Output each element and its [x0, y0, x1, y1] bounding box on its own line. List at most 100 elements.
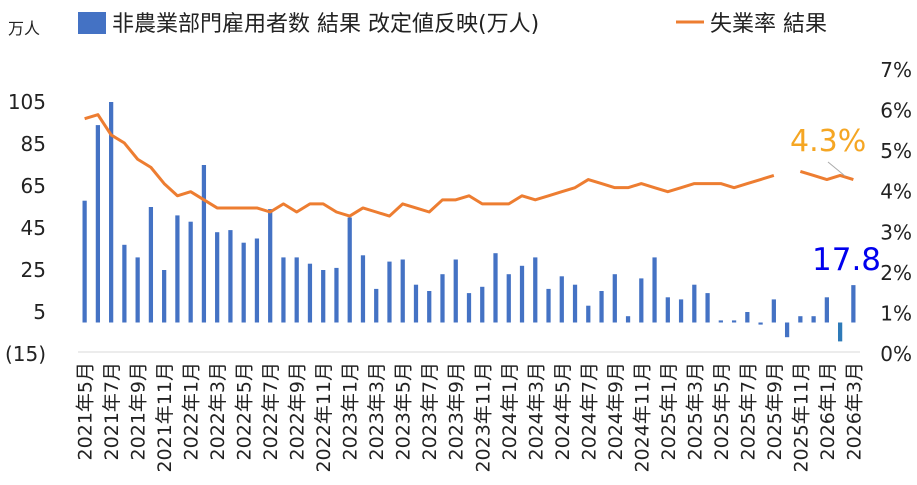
y-right-tick-label: 2%	[880, 261, 912, 285]
x-tick-label: 2023年5月	[393, 362, 415, 460]
bar	[811, 316, 816, 323]
x-tick-label: 2023年3月	[366, 362, 388, 460]
x-tick-label: 2021年9月	[128, 362, 150, 460]
y-left-tick-label: 85	[21, 132, 46, 156]
y-left-tick-label: 65	[21, 174, 46, 198]
bar	[215, 232, 220, 323]
bar	[837, 322, 843, 342]
bars	[82, 102, 856, 342]
x-tick-label: 2024年5月	[552, 362, 574, 460]
bar	[678, 299, 684, 323]
legend-bar-label: 非農業部門雇用者数 結果 改定値反映(万人)	[112, 12, 539, 37]
bar	[413, 284, 419, 323]
bar	[718, 320, 723, 323]
bar	[771, 299, 776, 323]
bar	[506, 274, 511, 323]
y-left-tick-label: 45	[21, 216, 46, 240]
bar	[241, 242, 246, 323]
bar	[334, 267, 339, 323]
x-tick-label: 2023年11月	[472, 362, 494, 473]
bar	[758, 322, 763, 325]
bar	[427, 291, 432, 323]
x-tick-labels: 2021年5月 2021年7月 2021年9月 2021年11月 2022年1月 2022…	[75, 362, 866, 473]
bar	[162, 270, 167, 323]
bar	[572, 284, 578, 323]
bar	[82, 200, 87, 323]
bar	[533, 257, 538, 323]
bar	[824, 297, 829, 323]
bar	[745, 312, 750, 323]
bar	[254, 238, 260, 323]
y-left-ticks: 105 85 65 45 25 5 (15)	[5, 90, 46, 366]
y-right-ticks: 7% 6% 5% 4% 3% 2% 1% 0%	[880, 58, 912, 366]
x-tick-label: 2025年7月	[737, 362, 759, 460]
bar	[201, 165, 207, 323]
bar	[307, 263, 313, 323]
y-left-unit-label: 万人	[8, 19, 40, 38]
bar	[440, 274, 445, 323]
bar	[95, 125, 101, 323]
x-tick-label: 2024年1月	[499, 362, 521, 460]
bar	[705, 293, 710, 323]
x-tick-label: 2021年7月	[101, 362, 123, 460]
bar	[798, 316, 803, 323]
x-tick-label: 2024年11月	[631, 362, 653, 473]
bar	[480, 286, 485, 323]
bar	[851, 285, 856, 323]
bar	[493, 253, 498, 323]
y-right-tick-label: 1%	[880, 301, 912, 325]
x-tick-label: 2023年7月	[419, 362, 441, 460]
bar	[586, 305, 591, 323]
bar	[294, 257, 299, 323]
legend-bar-swatch	[78, 12, 106, 34]
bar	[188, 221, 193, 323]
bar	[453, 259, 458, 323]
bar	[347, 217, 352, 323]
x-tick-label: 2026年3月	[843, 362, 865, 460]
x-tick-label: 2023年9月	[446, 362, 468, 460]
x-tick-label: 2026年1月	[817, 362, 839, 460]
x-tick-label: 2023年1月	[340, 362, 362, 460]
x-tick-label: 2025年3月	[684, 362, 706, 460]
annotation-leader-line	[827, 161, 846, 177]
y-left-tick-label: (15)	[5, 342, 46, 366]
bar	[652, 257, 657, 323]
bar	[639, 278, 644, 323]
bar	[400, 259, 405, 323]
y-right-tick-label: 6%	[880, 99, 912, 123]
bar	[148, 207, 154, 323]
x-tick-label: 2025年11月	[790, 362, 812, 473]
bar	[175, 215, 180, 323]
y-right-tick-label: 4%	[880, 180, 912, 204]
bar	[135, 257, 140, 323]
x-tick-label: 2022年1月	[181, 362, 203, 460]
unemployment-line-segment	[799, 169, 854, 182]
annotation-last-bar-value: 17.8	[812, 242, 881, 278]
y-left-tick-label: 5	[33, 300, 46, 324]
bar	[281, 257, 286, 323]
x-tick-label: 2022年7月	[260, 362, 282, 460]
bar	[228, 230, 233, 323]
bar	[559, 276, 564, 323]
bar	[599, 291, 604, 323]
x-tick-label: 2022年9月	[287, 362, 309, 460]
bar	[665, 297, 670, 323]
unemployment-line	[84, 113, 854, 218]
y-left-tick-label: 25	[21, 258, 46, 282]
y-right-tick-label: 7%	[880, 58, 912, 82]
x-tick-label: 2021年11月	[154, 362, 176, 473]
bar	[360, 255, 366, 323]
x-tick-label: 2021年5月	[75, 362, 97, 460]
unemployment-line-segment	[84, 113, 775, 218]
bar	[321, 270, 326, 323]
bar	[546, 288, 551, 323]
x-tick-label: 2022年11月	[313, 362, 335, 473]
bar	[731, 320, 737, 323]
y-right-tick-label: 3%	[880, 220, 912, 244]
x-tick-label: 2024年3月	[525, 362, 547, 460]
bar	[784, 322, 790, 338]
bar	[625, 316, 631, 323]
x-tick-label: 2025年1月	[658, 362, 680, 460]
legend: 非農業部門雇用者数 結果 改定値反映(万人) 失業率 結果	[78, 12, 827, 37]
